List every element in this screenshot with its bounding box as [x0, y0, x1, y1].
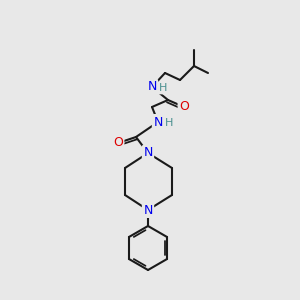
Text: N: N — [153, 116, 163, 128]
Text: H: H — [165, 118, 173, 128]
Text: N: N — [143, 146, 153, 160]
Text: N: N — [143, 203, 153, 217]
Text: O: O — [179, 100, 189, 113]
Text: H: H — [159, 83, 167, 93]
Text: N: N — [147, 80, 157, 94]
Text: O: O — [113, 136, 123, 149]
